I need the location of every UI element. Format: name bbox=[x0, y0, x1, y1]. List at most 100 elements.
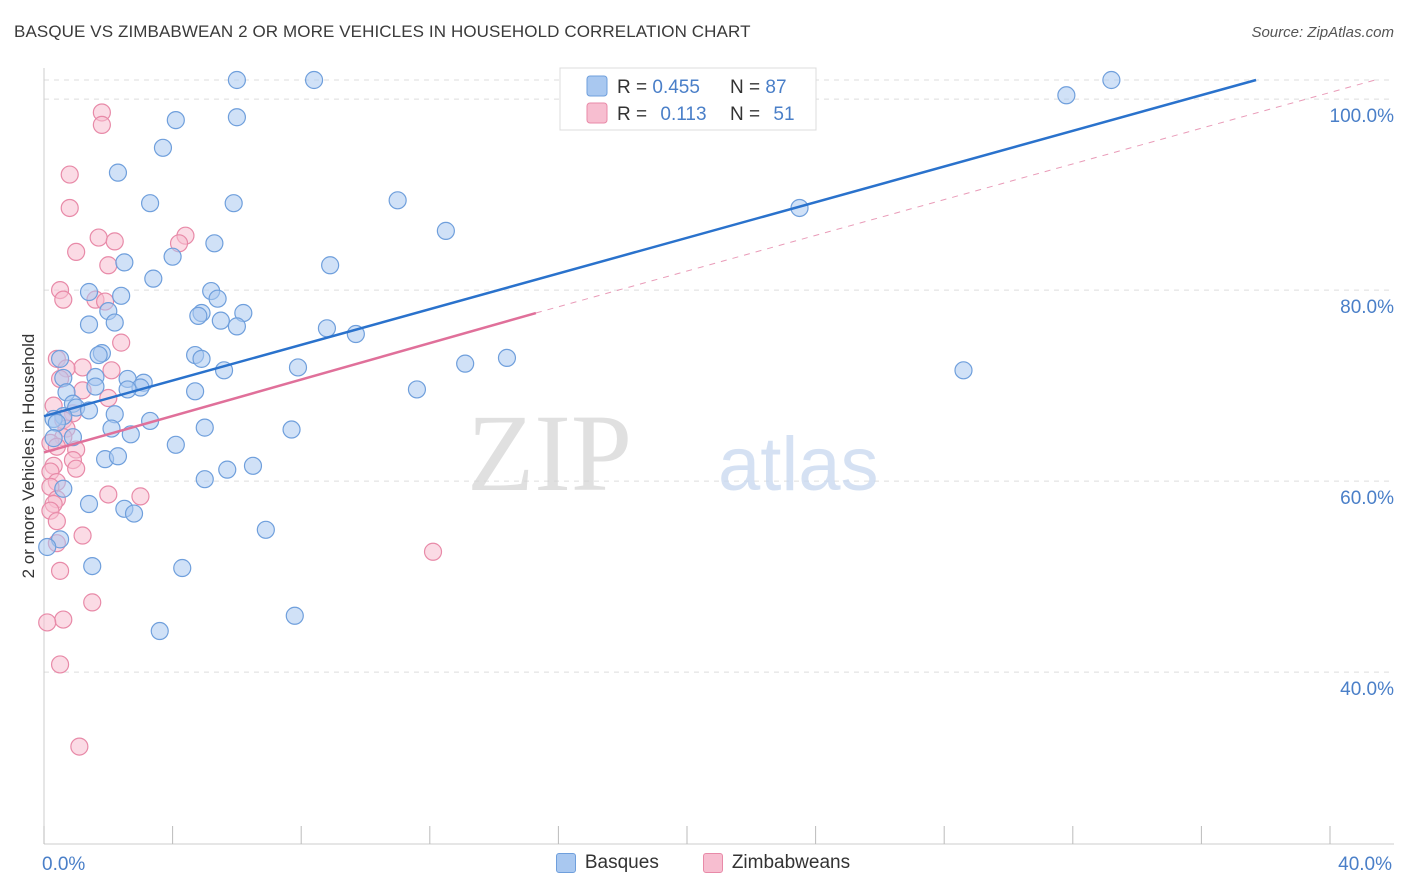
legend-n-value-basques: 87 bbox=[765, 77, 786, 98]
zimbabweans-point-1 bbox=[92, 115, 111, 134]
basques-point-59 bbox=[47, 413, 66, 432]
zimbabweans-point-3 bbox=[60, 198, 79, 218]
basques-point-1 bbox=[304, 70, 324, 90]
basques-point-20 bbox=[112, 286, 131, 305]
legend-swatch-zimbabweans bbox=[586, 102, 608, 124]
basques-point-63 bbox=[282, 420, 301, 439]
basques-point-29 bbox=[105, 313, 124, 332]
basques-point-37 bbox=[456, 354, 475, 373]
basques-point-3 bbox=[1102, 70, 1121, 90]
zimbabweans-point-4 bbox=[89, 228, 108, 247]
basques-point-83 bbox=[150, 621, 169, 641]
basques-point-31 bbox=[317, 319, 337, 338]
svg-text:R = 0.455: R = 0.455 bbox=[617, 77, 700, 98]
basques-point-49 bbox=[86, 377, 105, 396]
basques-point-11 bbox=[388, 191, 407, 210]
basques-point-69 bbox=[108, 447, 128, 466]
basques-point-18 bbox=[144, 269, 163, 288]
legend-swatch-zimbabweans-bottom bbox=[702, 853, 723, 873]
basques-point-42 bbox=[954, 361, 973, 380]
zimbabweans-trend-extension bbox=[535, 79, 1376, 314]
basques-point-27 bbox=[211, 311, 230, 330]
zimbabweans-point-45 bbox=[50, 561, 70, 580]
svg-text:N = 87: N = 87 bbox=[730, 77, 787, 98]
svg-text:R = 0.113: R = 0.113 bbox=[617, 104, 707, 125]
basques-point-80 bbox=[83, 556, 102, 576]
zimbabweans-point-42 bbox=[73, 526, 92, 545]
y-tick-label-80: 80.0% bbox=[1340, 297, 1394, 318]
basques-point-55 bbox=[79, 401, 99, 420]
basques-point-4 bbox=[1057, 86, 1076, 105]
basques-point-74 bbox=[79, 494, 99, 514]
zimbabweans-point-46 bbox=[83, 593, 102, 612]
zipatlas-watermark: ZIP atlas bbox=[467, 392, 879, 514]
legend-swatch-basques bbox=[586, 75, 608, 97]
zimbabweans-point-38 bbox=[131, 487, 150, 506]
legend-r-value-basques: 0.455 bbox=[652, 77, 700, 98]
basques-point-10 bbox=[224, 194, 243, 213]
basques-point-22 bbox=[208, 289, 227, 308]
basques-point-34 bbox=[89, 345, 108, 365]
basques-point-19 bbox=[79, 282, 99, 302]
series-basques bbox=[38, 69, 1121, 641]
x-tick-label-0: 0.0% bbox=[42, 854, 85, 875]
basques-point-15 bbox=[163, 247, 182, 266]
basques-point-0 bbox=[227, 70, 246, 90]
basques-point-72 bbox=[195, 470, 214, 489]
chart-title: BASQUE VS ZIMBABWEAN 2 OR MORE VEHICLES … bbox=[14, 22, 751, 41]
basques-point-81 bbox=[173, 558, 192, 578]
zimbabweans-point-9 bbox=[99, 256, 118, 275]
basques-point-30 bbox=[227, 317, 246, 336]
x-tick-label-40: 40.0% bbox=[1338, 854, 1392, 875]
basques-point-38 bbox=[497, 348, 517, 368]
legend-n-label-basques: N = bbox=[730, 77, 765, 98]
legend-label-zimbabweans: Zimbabweans bbox=[731, 852, 851, 873]
zimbabweans-point-5 bbox=[105, 232, 124, 251]
basques-point-76 bbox=[124, 504, 144, 523]
svg-text:N = 51: N = 51 bbox=[730, 104, 795, 125]
basques-point-14 bbox=[205, 234, 224, 253]
legend-r-label-basques: R = bbox=[617, 77, 652, 98]
basques-point-67 bbox=[44, 429, 63, 448]
basques-trend-line bbox=[43, 78, 1257, 418]
y-axis-label: 2 or more Vehicles in Household bbox=[19, 334, 38, 579]
zimbabweans-point-32 bbox=[67, 459, 86, 478]
basques-point-73 bbox=[54, 479, 73, 498]
basques-point-8 bbox=[108, 163, 128, 182]
basques-point-50 bbox=[186, 382, 205, 401]
zimbabweans-point-48 bbox=[38, 613, 57, 632]
basques-point-79 bbox=[38, 537, 57, 557]
watermark-zip: ZIP bbox=[467, 392, 632, 514]
basques-point-39 bbox=[50, 349, 70, 368]
basques-point-28 bbox=[79, 315, 99, 334]
zimbabweans-point-18 bbox=[102, 361, 121, 380]
zimbabweans-point-44 bbox=[423, 542, 443, 561]
legend-swatch-basques-bottom bbox=[555, 853, 576, 873]
legend-item-basques[interactable]: Basques bbox=[555, 852, 659, 874]
basques-point-25 bbox=[189, 306, 208, 325]
legend-item-zimbabweans[interactable]: Zimbabweans bbox=[702, 852, 851, 874]
basques-point-66 bbox=[166, 435, 185, 454]
y-tick-label-40: 40.0% bbox=[1340, 679, 1394, 700]
trend-lines bbox=[43, 78, 1376, 454]
series-legend: Basques Zimbabweans bbox=[0, 852, 1406, 874]
zimbabweans-point-49 bbox=[50, 655, 70, 674]
basques-point-7 bbox=[153, 138, 173, 157]
legend-n-label-zimbabweans: N = bbox=[730, 104, 765, 125]
zimbabweans-point-2 bbox=[60, 165, 79, 184]
basques-point-6 bbox=[227, 108, 246, 127]
zimbabweans-point-11 bbox=[54, 290, 73, 309]
zimbabweans-point-50 bbox=[70, 737, 89, 756]
y-tick-label-60: 60.0% bbox=[1340, 488, 1394, 509]
zimbabweans-point-14 bbox=[112, 333, 131, 352]
basques-point-82 bbox=[285, 606, 304, 625]
legend-r-value-zimbabweans: 0.113 bbox=[660, 104, 706, 125]
basques-point-51 bbox=[407, 380, 427, 399]
watermark-atlas: atlas bbox=[718, 422, 879, 507]
basques-point-9 bbox=[140, 194, 160, 213]
y-tick-label-100: 100.0% bbox=[1330, 106, 1395, 127]
basques-point-65 bbox=[63, 428, 83, 447]
basques-point-71 bbox=[243, 456, 263, 475]
zimbabweans-point-8 bbox=[67, 242, 86, 261]
correlation-legend: R = 0.455 N = 87 R = 0.113 N = 51 bbox=[559, 67, 817, 131]
